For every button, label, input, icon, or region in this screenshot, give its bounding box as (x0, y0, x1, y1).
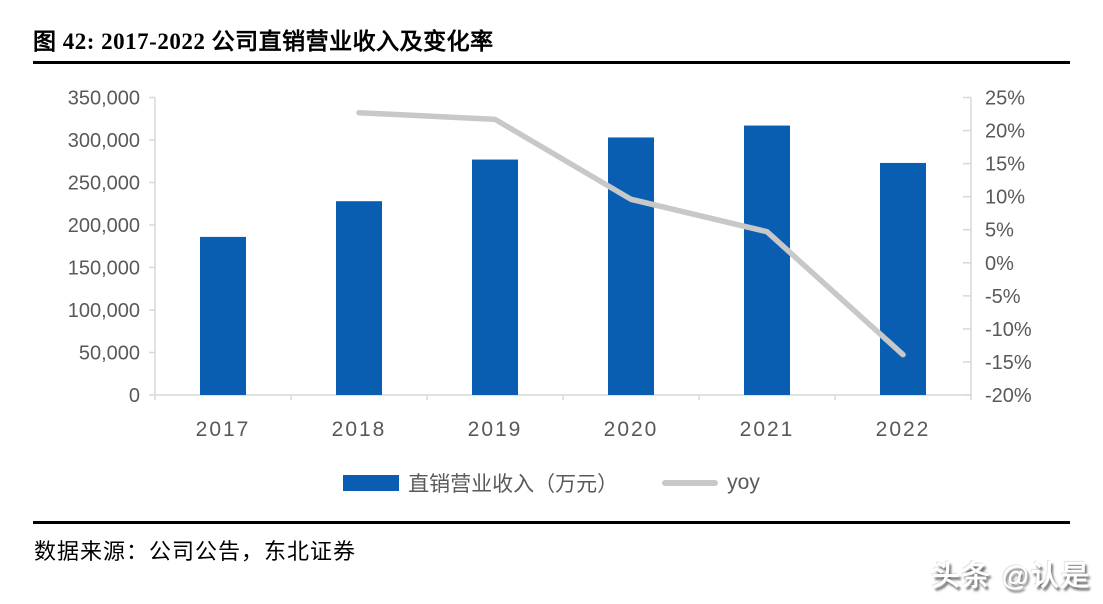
svg-text:0: 0 (129, 385, 140, 407)
svg-text:250,000: 250,000 (68, 173, 140, 195)
svg-text:-20%: -20% (985, 385, 1032, 407)
svg-text:2022: 2022 (876, 418, 931, 441)
chart-legend: 直销营业收入（万元） yoy (0, 468, 1103, 498)
legend-yoy-label: yoy (727, 471, 760, 494)
svg-text:-15%: -15% (985, 352, 1032, 374)
svg-text:-10%: -10% (985, 319, 1032, 341)
svg-text:2021: 2021 (740, 418, 795, 441)
yoy-line-swatch-icon (662, 480, 719, 486)
legend-revenue-label: 直销营业收入（万元） (408, 473, 619, 496)
svg-text:0%: 0% (985, 253, 1014, 275)
footer-divider (33, 521, 1070, 524)
title-divider (33, 61, 1070, 64)
svg-text:2019: 2019 (468, 418, 523, 441)
revenue-bar-swatch-icon (343, 475, 400, 491)
svg-text:-5%: -5% (985, 286, 1021, 308)
legend-item-revenue: 直销营业收入（万元） (343, 468, 618, 498)
watermark: 头条 @认是 (931, 560, 1091, 591)
svg-text:200,000: 200,000 (68, 215, 140, 237)
svg-text:300,000: 300,000 (68, 130, 140, 152)
legend-item-yoy: yoy (662, 471, 760, 495)
svg-text:50,000: 50,000 (79, 343, 140, 365)
svg-text:20%: 20% (985, 121, 1025, 143)
svg-text:2017: 2017 (196, 418, 251, 441)
svg-text:25%: 25% (985, 88, 1025, 110)
svg-text:10%: 10% (985, 187, 1025, 209)
svg-text:15%: 15% (985, 154, 1025, 176)
svg-text:150,000: 150,000 (68, 258, 140, 280)
figure-title: 图 42: 2017-2022 公司直销营业收入及变化率 (33, 29, 494, 54)
data-source: 数据来源：公司公告，东北证券 (34, 539, 357, 564)
svg-text:350,000: 350,000 (68, 88, 140, 110)
svg-text:100,000: 100,000 (68, 300, 140, 322)
svg-text:2018: 2018 (332, 418, 387, 441)
svg-text:2020: 2020 (604, 418, 659, 441)
svg-text:5%: 5% (985, 220, 1014, 242)
combo-chart: 0 50,000 100,000 150,000 200,000 250,000 300,0… (68, 88, 1032, 442)
